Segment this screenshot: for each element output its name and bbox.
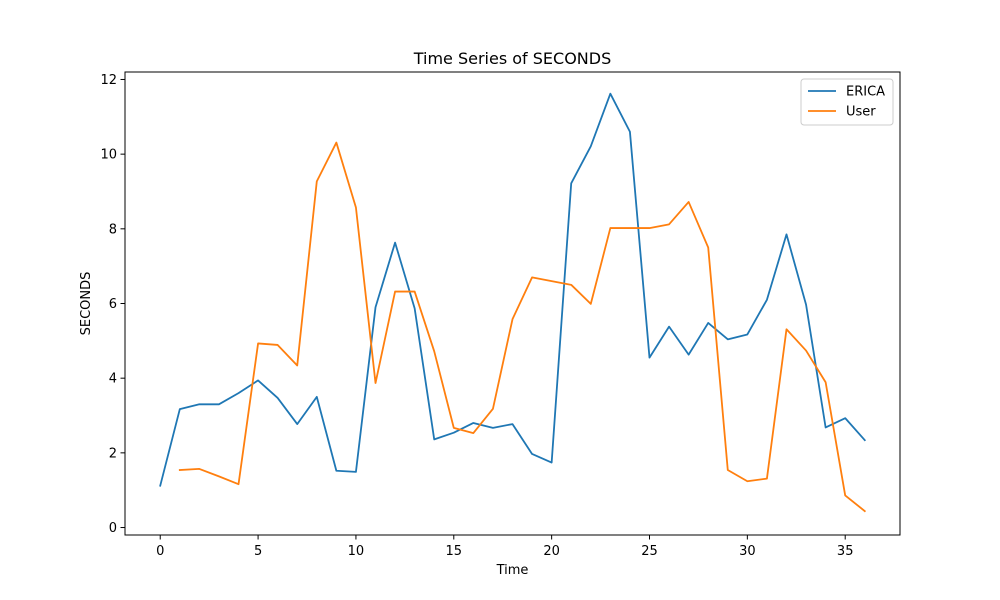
- y-tick-label: 10: [100, 148, 117, 163]
- y-tick-label: 2: [109, 446, 117, 461]
- y-tick-label: 4: [109, 372, 117, 387]
- y-tick-label: 0: [109, 521, 117, 536]
- y-axis: 0 2 4 6 8 10 12: [100, 73, 125, 536]
- x-tick-label: 35: [837, 544, 854, 559]
- series-layer: [159, 92, 867, 513]
- series-line-erica: [159, 92, 867, 487]
- legend-label-erica: ERICA: [846, 85, 885, 100]
- legend-label-user: User: [846, 105, 876, 120]
- x-tick-label: 20: [543, 544, 560, 559]
- chart-title: Time Series of SECONDS: [413, 49, 612, 68]
- legend: ERICA User: [800, 78, 894, 126]
- series-line-user: [178, 141, 867, 513]
- x-axis: 0 5 10 15 20 25 30 35: [156, 535, 853, 559]
- x-tick-label: 25: [641, 544, 658, 559]
- y-tick-label: 12: [100, 73, 117, 88]
- x-tick-label: 0: [156, 544, 164, 559]
- x-tick-label: 10: [348, 544, 365, 559]
- y-tick-label: 6: [109, 297, 117, 312]
- x-axis-label: Time: [496, 563, 529, 578]
- y-axis-label: SECONDS: [79, 272, 94, 336]
- y-tick-label: 8: [109, 222, 117, 237]
- x-tick-label: 15: [446, 544, 463, 559]
- x-tick-label: 30: [739, 544, 756, 559]
- x-tick-label: 5: [254, 544, 262, 559]
